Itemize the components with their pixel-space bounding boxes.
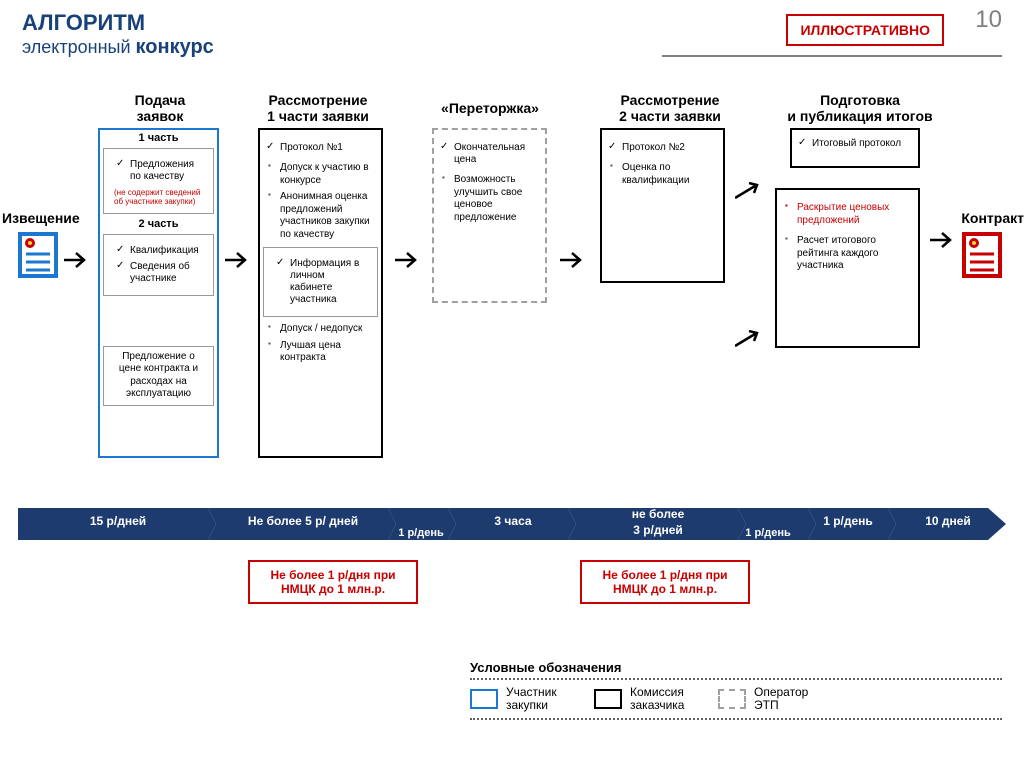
arrow-0-1	[64, 250, 90, 270]
tl-7: 10 дней	[908, 514, 988, 528]
col-2-review1: Протокол №1 Допуск к участию в конкурсе …	[258, 128, 383, 458]
legend: Условные обозначения Участник закупки Ко…	[470, 660, 1002, 726]
note-2: Не более 1 р/дня при НМЦК до 1 млн.р.	[580, 560, 750, 604]
stage-1-label: Подача заявок	[100, 92, 220, 124]
legend-2: Комиссия заказчика	[630, 686, 710, 712]
legend-3: Оператор ЭТП	[754, 686, 834, 712]
stage-4-label: Рассмотрение 2 части заявки	[600, 92, 740, 124]
stage-5-label: Подготовка и публикация итогов	[770, 92, 950, 124]
timeline: 15 р/дней Не более 5 р/ дней 1 р/день 3 …	[18, 505, 1006, 543]
col2-inner-box: Информация в личном кабинете участника	[263, 247, 378, 317]
right-label: Контракт	[961, 210, 1024, 226]
legend-swatch-participant	[470, 689, 498, 709]
col1-box2: Квалификация Сведения об участнике	[103, 234, 214, 296]
page-number: 10	[975, 6, 1002, 34]
stage-2-label: Рассмотрение 1 части заявки	[248, 92, 388, 124]
col1-box3: Предложение о цене контракта и расходах …	[103, 346, 214, 406]
col1-part2-head: 2 часть	[100, 218, 217, 230]
col-4-review2: Протокол №2 Оценка по квалификации	[600, 128, 725, 283]
col1-part1-head: 1 часть	[100, 132, 217, 144]
col-5-bottom: Раскрытие ценовых предложений Расчет ито…	[775, 188, 920, 348]
note-1: Не более 1 р/дня при НМЦК до 1 млн.р.	[248, 560, 418, 604]
legend-title: Условные обозначения	[470, 660, 1002, 675]
arrow-5-end	[930, 230, 956, 250]
legend-row: Участник закупки Комиссия заказчика Опер…	[470, 686, 1002, 712]
col-3-rebid: Окончательная цена Возможность улучшить …	[432, 128, 547, 303]
illustrative-badge: ИЛЛЮСТРАТИВНО	[786, 14, 944, 46]
legend-swatch-operator	[718, 689, 746, 709]
tl-4a: не более	[598, 507, 718, 521]
legend-divider-bottom	[470, 718, 1002, 720]
tl-2b: 1 р/день	[386, 527, 456, 539]
arrow-2-3	[395, 250, 421, 270]
arrow-4-5a	[735, 182, 765, 202]
tl-5: 1 р/день	[728, 527, 808, 539]
col1-box1: Предложения по качеству (не содержит све…	[103, 148, 214, 214]
legend-1: Участник закупки	[506, 686, 586, 712]
tl-1: 15 р/дней	[68, 514, 168, 528]
arrow-1-2	[225, 250, 251, 270]
legend-swatch-commission	[594, 689, 622, 709]
stage-3-label: «Переторжка»	[430, 100, 550, 116]
left-label: Извещение	[2, 210, 80, 226]
tl-6: 1 р/день	[813, 514, 883, 528]
tl-4b: 3 р/дней	[598, 523, 718, 537]
arrow-4-5b	[735, 330, 765, 350]
document-icon-end	[962, 232, 1002, 278]
col-1-applications: 1 часть Предложения по качеству (не соде…	[98, 128, 219, 458]
legend-divider	[470, 678, 1002, 680]
arrow-3-4	[560, 250, 586, 270]
header-divider	[662, 55, 1002, 57]
tl-3: 3 часа	[473, 514, 553, 528]
tl-2: Не более 5 р/ дней	[228, 514, 378, 528]
col-5-top: Итоговый протокол	[790, 128, 920, 168]
document-icon-start	[18, 232, 58, 278]
